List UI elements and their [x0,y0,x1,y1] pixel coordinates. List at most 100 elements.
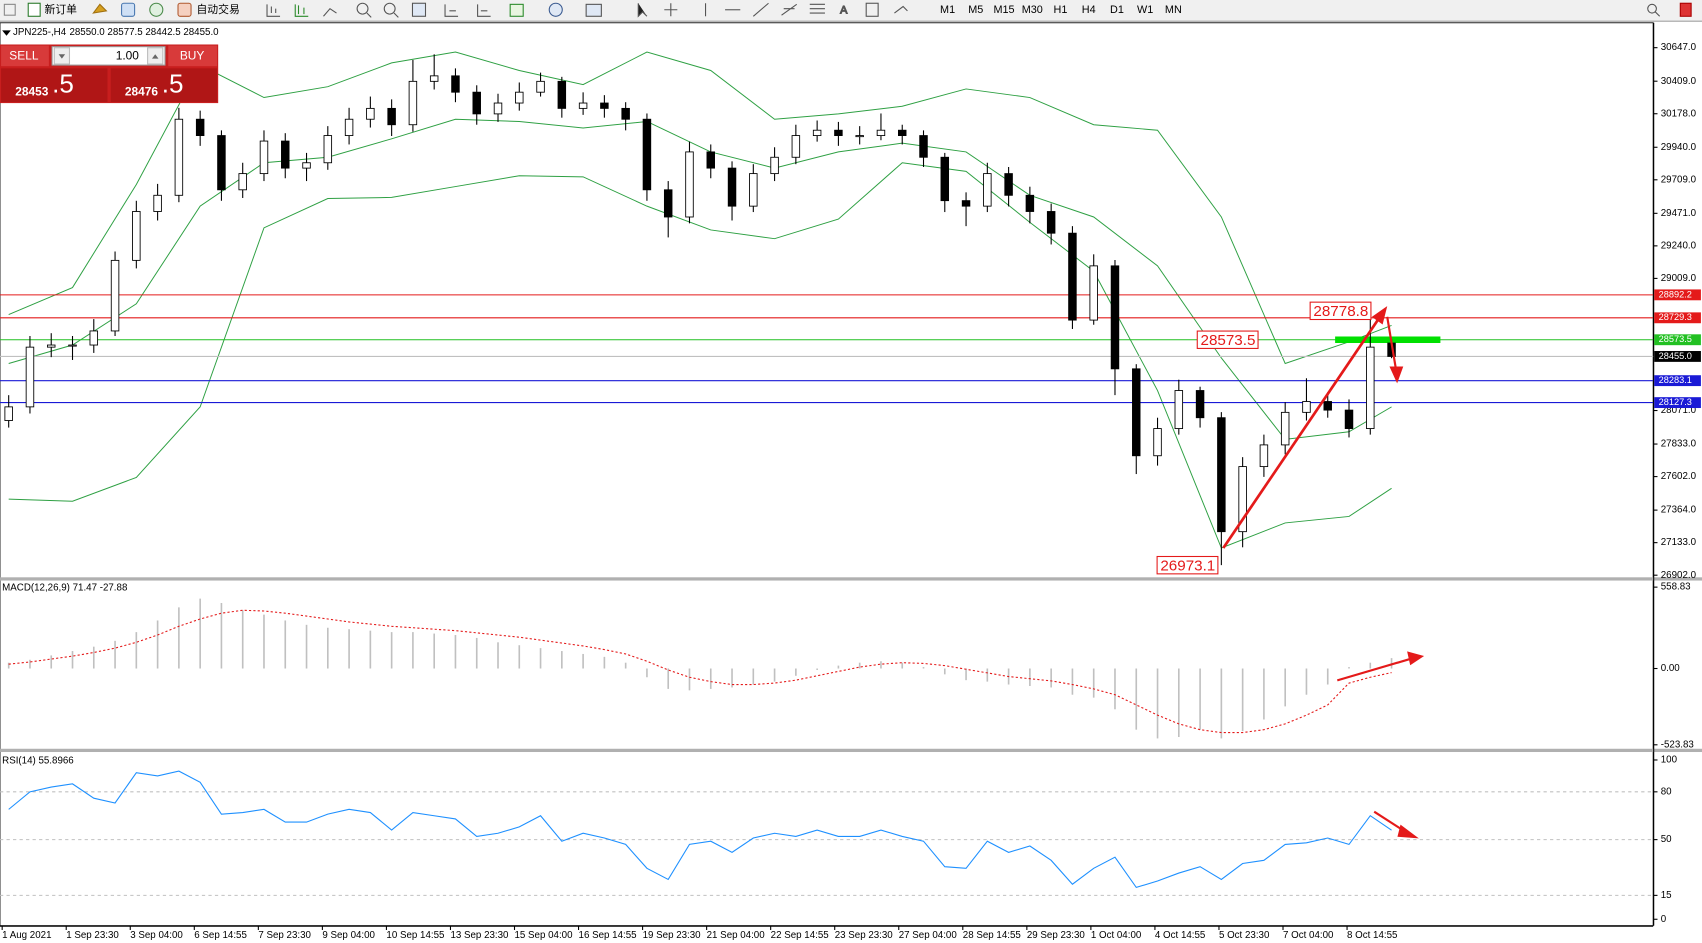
sell-label[interactable]: SELL [9,49,39,63]
timeframe-button[interactable]: M5 [968,4,983,16]
candle-body [1132,368,1141,457]
price-level-label-bg [1654,289,1701,301]
candle-body [1195,390,1205,419]
buy-button[interactable] [168,45,218,67]
candle-body [919,135,928,158]
panel-separator [0,577,1702,581]
candle-body [791,135,801,158]
candle-body [472,91,481,115]
y-tick-label: 27364.0 [1661,505,1697,516]
svg-text:A: A [840,5,848,17]
x-tick-label: 27 Sep 04:00 [899,930,958,941]
candle-body [174,118,184,196]
timeframe-button[interactable]: MN [1165,4,1182,16]
timeframe-button[interactable]: M15 [993,4,1014,16]
candle-body [451,75,460,93]
new-order-button[interactable]: 新订单 [45,2,78,16]
candle-body [387,107,396,126]
y-tick-label: 28071.0 [1661,405,1697,416]
x-tick-label: 9 Sep 04:00 [322,930,375,941]
candle-body [1068,232,1077,321]
timeframe-button[interactable]: M30 [1022,4,1043,16]
x-tick-label: 7 Sep 23:30 [258,930,311,941]
macd-title: MACD(12,26,9) 71.47 -27.88 [2,583,127,594]
buy-price-box[interactable] [110,68,218,103]
candle-body [1153,428,1162,457]
drawn-arrows [1222,306,1425,839]
y-tick-label: 0 [1661,914,1667,925]
x-tick-label: 29 Sep 23:30 [1027,930,1086,941]
candle-body [1344,409,1354,429]
candle-body [259,140,269,175]
x-tick-label: 4 Oct 14:55 [1155,930,1206,941]
timeframe-button[interactable]: W1 [1137,4,1153,16]
candle-body [1046,211,1056,234]
rsi-title: RSI(14) 55.8966 [2,755,74,766]
x-tick-label: 15 Sep 04:00 [515,930,574,941]
x-tick-label: 7 Oct 04:00 [1283,930,1334,941]
timeframe-button[interactable]: H1 [1054,4,1068,16]
candle-body [1323,401,1332,411]
candle-body [834,129,843,137]
plot-layer: 30647.0 30409.0 30178.0 29940.0 29709.0 29471… [0,42,1701,941]
candle-body [238,173,247,191]
toolbar [0,0,1702,21]
timeframe-button[interactable]: D1 [1110,4,1124,16]
lot-value[interactable]: 1.00 [116,49,140,63]
candle-body [68,344,77,347]
level-marker [1335,336,1441,344]
candle-body [536,80,545,93]
x-tick-label: 23 Sep 23:30 [835,930,894,941]
buy-pips: .5 [162,69,184,99]
timeframe-button[interactable]: M1 [940,4,955,16]
buy-label[interactable]: BUY [180,49,205,63]
candle-body [770,156,779,175]
candle-body [940,156,950,202]
candle-body [1004,173,1013,196]
price-level-label: 28283.1 [1659,375,1692,385]
y-tick-label: 558.83 [1661,582,1691,593]
y-tick-label: 0.00 [1661,663,1681,674]
candle-body [663,189,673,218]
y-tick-label: 30647.0 [1661,42,1697,53]
lot-input[interactable] [51,46,166,66]
candle-body [621,107,630,120]
candle-body [153,194,162,212]
y-tick-label: 29009.0 [1661,273,1697,284]
price-level-label-bg [1654,334,1701,346]
candle-body [1174,390,1184,429]
x-tick-label: 1 Oct 04:00 [1091,930,1142,941]
candle-body [749,173,758,207]
x-tick-label: 16 Sep 14:55 [579,930,638,941]
candle-body [983,173,992,207]
candle-body [1217,417,1226,533]
x-tick-label: 1 Sep 23:30 [66,930,119,941]
candle-body [47,344,56,348]
candle-body [578,102,588,109]
candle-body [25,346,35,408]
candle-body [898,129,907,137]
candle-body [727,167,737,207]
y-tick-label: 29240.0 [1661,240,1697,251]
sell-price-box[interactable] [1,68,108,103]
candle-body [323,135,333,164]
candle-body [408,80,418,126]
candle-body [89,330,99,346]
candle-body [1089,265,1098,321]
candle-body [1025,194,1035,212]
y-tick-label: 29471.0 [1661,208,1697,219]
x-tick-label: 21 Sep 04:00 [707,930,766,941]
sell-button[interactable] [1,45,49,67]
auto-trading-button[interactable]: 自动交易 [196,2,239,16]
price-level-label: 28573.5 [1659,334,1692,344]
x-tick-label: 22 Sep 14:55 [771,930,830,941]
candle-body [1238,466,1247,533]
y-tick-label: 26902.0 [1661,570,1697,581]
candle-body [132,211,141,261]
price-level-label: 28729.3 [1659,312,1692,322]
annotation-label: 26973.1 [1160,557,1215,574]
timeframe-button[interactable]: H4 [1082,4,1096,16]
sell-pips: .5 [52,69,74,99]
x-tick-label: 5 Oct 23:30 [1219,930,1270,941]
